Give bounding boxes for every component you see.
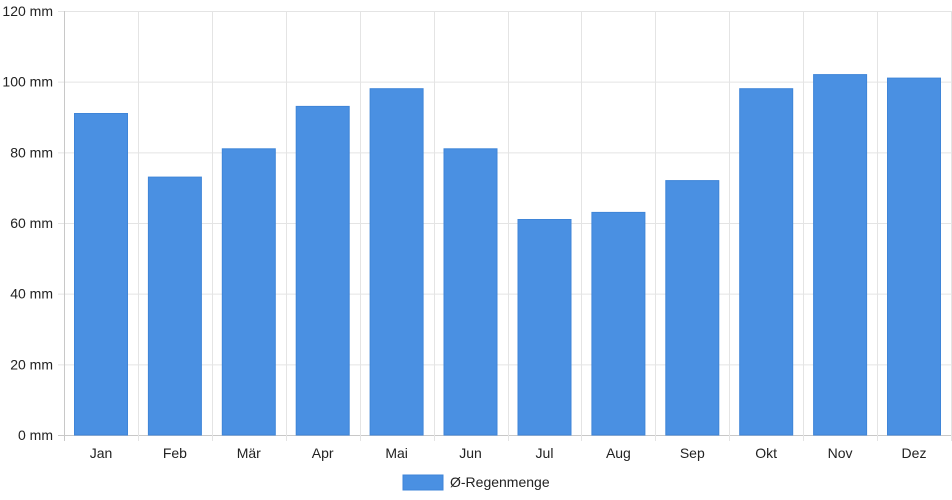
y-tick-label: 100 mm (2, 74, 53, 90)
x-tick-label: Apr (312, 445, 334, 461)
y-tick-label: 60 mm (10, 215, 53, 231)
bar-apr[interactable] (295, 105, 350, 436)
x-tick-label: Jun (459, 445, 482, 461)
bar-jul[interactable] (517, 219, 572, 436)
x-tick-label: Sep (680, 445, 705, 461)
x-tick-label: Mär (237, 445, 261, 461)
legend-label: Ø-Regenmenge (450, 474, 550, 490)
x-tick-label: Mai (385, 445, 408, 461)
y-tick-label: 80 mm (10, 144, 53, 160)
bar-aug[interactable] (591, 211, 646, 436)
x-tick-label: Jan (90, 445, 113, 461)
x-tick-label: Nov (828, 445, 853, 461)
y-tick-label: 0 mm (18, 427, 53, 443)
bar-mai[interactable] (369, 88, 424, 436)
grid-lines (58, 11, 952, 441)
bar-jan[interactable] (74, 113, 128, 436)
bar-dez[interactable] (887, 77, 941, 436)
y-tick-label: 20 mm (10, 356, 53, 372)
x-axis-ticks: Jan Feb Mär Apr Mai Jun Jul Aug Sep Okt Nov Dez (90, 445, 927, 461)
x-tick-label: Feb (163, 445, 187, 461)
bar-jun[interactable] (443, 148, 498, 436)
x-tick-label: Dez (902, 445, 927, 461)
bar-okt[interactable] (739, 88, 794, 436)
legend-swatch (402, 474, 444, 491)
y-tick-label: 120 mm (2, 3, 53, 19)
y-tick-label: 40 mm (10, 286, 53, 302)
bars (74, 74, 941, 436)
bar-feb[interactable] (147, 176, 202, 436)
bar-nov[interactable] (813, 74, 868, 436)
x-tick-label: Aug (606, 445, 631, 461)
y-axis-ticks: 0 mm 20 mm 40 mm 60 mm 80 mm 100 mm 120 mm (2, 3, 53, 443)
x-tick-label: Okt (755, 445, 777, 461)
bar-sep[interactable] (665, 180, 720, 436)
bar-mär[interactable] (221, 148, 276, 436)
x-tick-label: Jul (536, 445, 554, 461)
legend[interactable]: Ø-Regenmenge (402, 474, 550, 491)
